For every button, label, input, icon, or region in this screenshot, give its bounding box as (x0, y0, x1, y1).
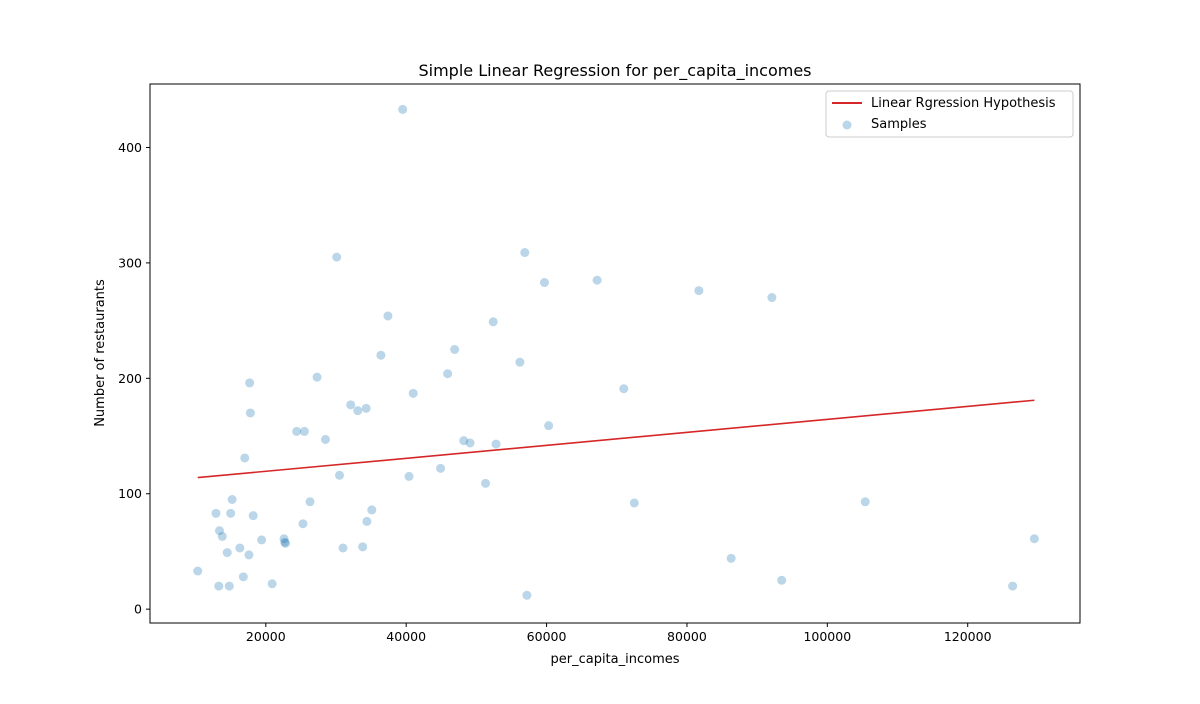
sample-point-33 (358, 542, 368, 552)
x-tick-label: 100000 (803, 629, 851, 644)
sample-point-13 (244, 550, 254, 560)
sample-point-34 (361, 403, 371, 413)
y-tick-label: 300 (118, 255, 142, 270)
legend-label-regression: Linear Rgression Hypothesis (871, 96, 1056, 111)
y-tick-label: 200 (118, 371, 142, 386)
legend: Linear Rgression Hypothesis Samples (825, 90, 1074, 138)
sample-point-8 (226, 508, 236, 518)
sample-point-11 (238, 572, 248, 582)
sample-point-45 (459, 436, 469, 446)
sample-point-18 (267, 579, 277, 589)
x-tick-label: 20000 (246, 629, 286, 644)
sample-point-43 (443, 369, 453, 379)
sample-point-19 (279, 534, 289, 544)
sample-point-38 (383, 311, 393, 321)
sample-point-24 (299, 426, 309, 436)
sample-point-16 (248, 511, 258, 521)
x-tick-label: 60000 (527, 629, 567, 644)
y-axis-label: Number of restaurants (93, 279, 108, 427)
sample-point-32 (353, 406, 363, 416)
legend-box (825, 90, 1074, 138)
sample-point-1 (193, 566, 203, 576)
chart-title: Simple Linear Regression for per_capita_… (418, 61, 811, 81)
sample-point-52 (522, 590, 532, 600)
sample-point-49 (491, 439, 501, 449)
sample-point-37 (376, 350, 386, 360)
y-tick-label: 100 (118, 486, 142, 501)
sample-point-60 (767, 293, 777, 303)
legend-marker-swatch (842, 120, 852, 130)
legend-label-samples: Samples (871, 117, 927, 132)
sample-point-31 (346, 400, 356, 410)
sample-point-51 (520, 248, 530, 258)
sample-point-21 (280, 538, 290, 548)
regression-line (197, 399, 1035, 479)
x-axis-label: per_capita_incomes (550, 652, 679, 667)
sample-point-59 (726, 553, 736, 563)
sample-point-25 (305, 497, 315, 507)
x-tick-label: 40000 (386, 629, 426, 644)
sample-point-42 (436, 463, 446, 473)
sample-point-57 (629, 498, 639, 508)
sample-point-64 (1029, 534, 1039, 544)
sample-point-56 (619, 384, 629, 394)
sample-point-4 (214, 526, 224, 536)
x-axis-ticks: 20000 40000 60000 80000 100000 120000 (246, 623, 992, 644)
sample-point-9 (227, 495, 237, 505)
sample-point-12 (240, 453, 250, 463)
sample-point-28 (332, 252, 342, 262)
sample-point-47 (481, 478, 491, 488)
sample-point-30 (338, 543, 348, 553)
sample-point-27 (320, 434, 330, 444)
y-tick-label: 400 (118, 140, 142, 155)
sample-point-22 (292, 426, 302, 436)
sample-point-41 (408, 388, 418, 398)
sample-point-48 (488, 317, 498, 327)
sample-point-50 (515, 357, 525, 367)
sample-point-44 (450, 344, 460, 354)
sample-point-6 (222, 548, 232, 558)
sample-point-53 (539, 278, 549, 288)
sample-point-5 (217, 531, 227, 541)
sample-point-46 (465, 438, 475, 448)
sample-point-63 (1008, 581, 1018, 591)
sample-point-10 (235, 543, 245, 553)
sample-points (193, 104, 1039, 600)
sample-point-39 (398, 104, 408, 114)
sample-point-61 (777, 575, 787, 585)
sample-point-23 (298, 519, 308, 529)
regression-line-layer (197, 399, 1035, 479)
sample-point-36 (367, 505, 377, 515)
y-axis-ticks: 0 100 200 300 400 (118, 140, 150, 617)
sample-point-55 (592, 275, 602, 285)
axes-frame (149, 83, 1081, 624)
x-tick-label: 120000 (944, 629, 992, 644)
sample-point-40 (404, 471, 414, 481)
sample-point-54 (544, 421, 554, 431)
sample-point-29 (335, 470, 345, 480)
sample-point-35 (362, 516, 372, 526)
x-tick-label: 80000 (667, 629, 707, 644)
sample-point-62 (860, 497, 870, 507)
y-tick-label: 0 (134, 602, 142, 617)
sample-point-58 (694, 286, 704, 296)
sample-point-26 (312, 372, 322, 382)
sample-point-3 (214, 581, 224, 591)
sample-point-15 (245, 408, 255, 418)
sample-point-2 (211, 508, 221, 518)
sample-point-17 (257, 535, 267, 545)
sample-point-14 (245, 378, 255, 388)
sample-point-7 (224, 581, 234, 591)
sample-point-20 (280, 537, 290, 547)
